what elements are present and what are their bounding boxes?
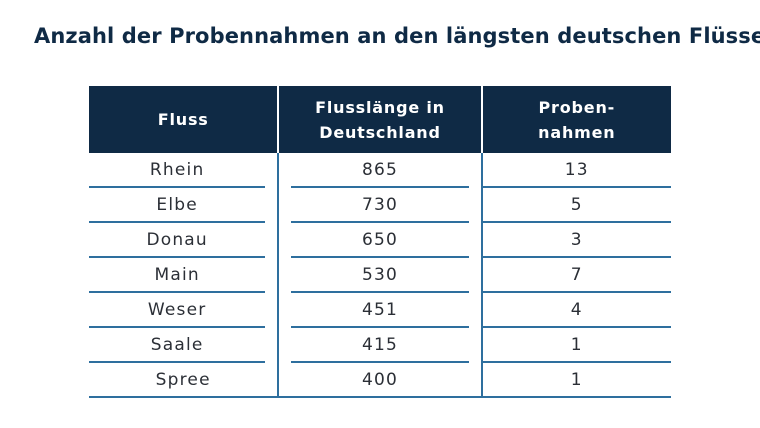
cell-fluss: Spree [89, 363, 278, 398]
page-title: Anzahl der Probennahmen an den längsten … [34, 24, 760, 48]
cell-fluss: Rhein [89, 153, 266, 188]
cell-probennahmen: 5 [482, 188, 671, 223]
table-header: Fluss Flusslänge in Deutschland Proben- … [89, 86, 671, 153]
cell-flusslaenge: 451 [291, 293, 469, 328]
cell-fluss: Saale [89, 328, 266, 363]
samples-table: Fluss Flusslänge in Deutschland Proben- … [89, 86, 671, 398]
cell-flusslaenge: 415 [291, 328, 469, 363]
cell-probennahmen: 1 [482, 363, 671, 398]
cell-flusslaenge: 530 [291, 258, 469, 293]
cell-flusslaenge: 865 [291, 153, 469, 188]
header-fluss: Fluss [157, 110, 209, 129]
cell-probennahmen: 13 [482, 153, 671, 188]
cell-fluss: Weser [89, 293, 266, 328]
cell-probennahmen: 1 [482, 328, 671, 363]
table-body: Rhein Elbe Donau Main Weser Saale Spree … [89, 153, 671, 398]
column-fluss: Rhein Elbe Donau Main Weser Saale Spree [89, 153, 278, 398]
cell-flusslaenge: 730 [291, 188, 469, 223]
cell-fluss: Donau [89, 223, 266, 258]
column-probennahmen: 13 5 3 7 4 1 1 [480, 153, 671, 398]
header-probennahmen: Proben- nahmen [480, 86, 671, 153]
column-flusslaenge: 865 730 650 530 451 415 400 [277, 153, 481, 398]
cell-flusslaenge: 400 [279, 363, 481, 398]
cell-flusslaenge: 650 [291, 223, 469, 258]
cell-fluss: Elbe [89, 188, 266, 223]
header-flusslaenge: Flusslänge in Deutschland [277, 86, 480, 153]
cell-probennahmen: 3 [482, 223, 671, 258]
cell-fluss: Main [89, 258, 266, 293]
cell-probennahmen: 7 [482, 258, 671, 293]
cell-probennahmen: 4 [482, 293, 671, 328]
